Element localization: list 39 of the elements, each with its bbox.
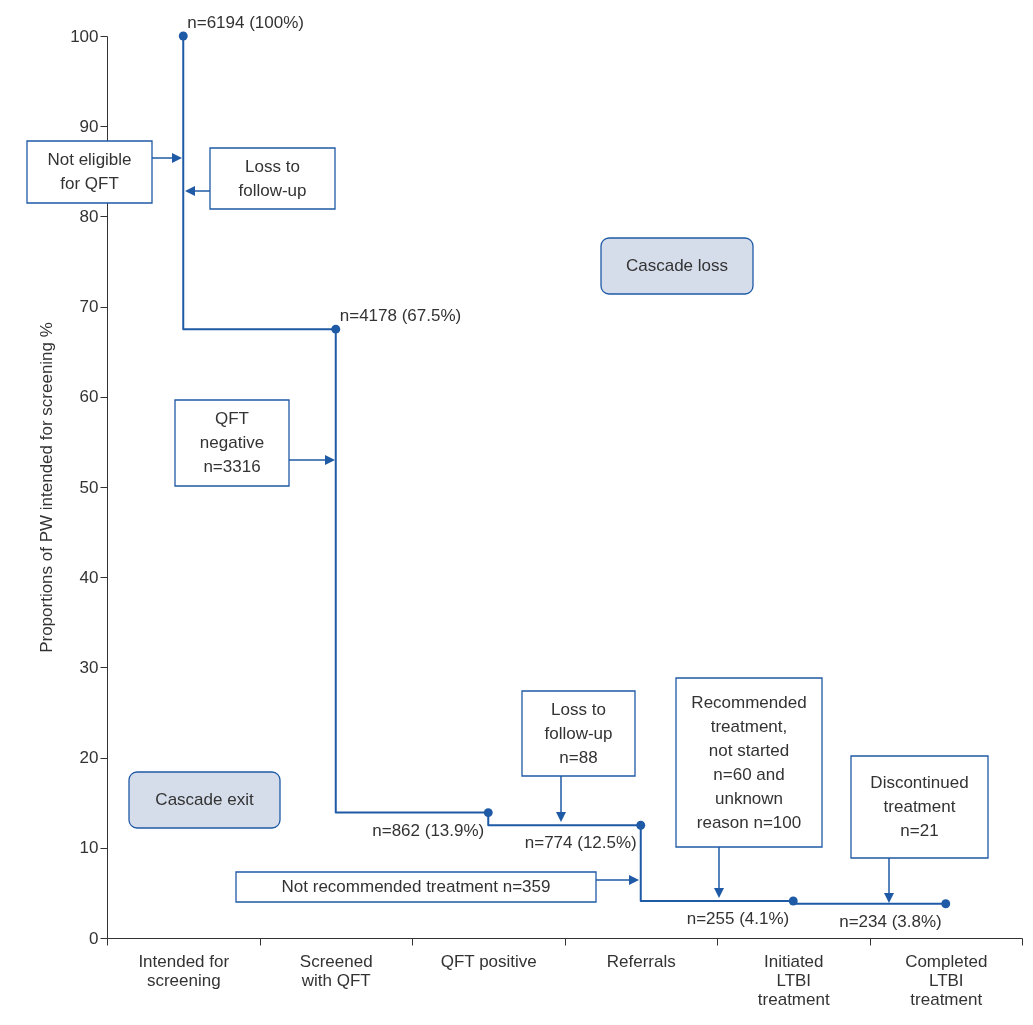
point <box>941 899 951 909</box>
x-tick-label: Initiated LTBI treatment <box>757 951 830 1009</box>
x-tick-label: Screened with QFT <box>299 951 373 990</box>
point <box>178 31 188 41</box>
annotation: Loss to follow-up <box>238 156 307 200</box>
annotation: Loss to follow-up n=88 <box>544 699 613 767</box>
y-tick-label: 90 <box>79 116 99 136</box>
y-tick-label: 50 <box>79 477 99 497</box>
annotation: Discontinued treatment n=21 <box>870 773 969 840</box>
point <box>483 808 493 818</box>
data-label: n=255 (4.1%) <box>686 909 790 929</box>
y-tick-label: 0 <box>89 928 99 948</box>
y-tick-label: 10 <box>79 838 99 858</box>
x-tick-label: QFT positive <box>440 951 537 971</box>
data-label: n=4178 (67.5%) <box>339 306 462 326</box>
y-tick-label: 30 <box>79 657 99 677</box>
annotation: Recommended treatment, not started n=60 and unknown reason n=100 <box>691 692 807 832</box>
y-tick-label: 70 <box>79 297 99 317</box>
annotation: QFT negative n=3316 <box>199 409 265 476</box>
x-tick-label: Completed LTBI treatment <box>905 951 988 1009</box>
data-label: n=234 (3.8%) <box>839 911 942 931</box>
annotation: Cascade loss <box>625 256 729 275</box>
y-tick-label: 20 <box>79 748 99 768</box>
x-tick-label: Intended for screening <box>138 951 230 990</box>
y-tick-label: 40 <box>79 567 99 587</box>
x-tick-label: Referrals <box>606 951 676 971</box>
annotation: Not recommended treatment n=359 <box>281 877 551 896</box>
y-tick-label: 100 <box>70 26 99 46</box>
y-tick-label: 60 <box>79 387 99 407</box>
point <box>788 896 798 906</box>
data-label: n=862 (13.9%) <box>372 820 485 840</box>
point <box>636 820 646 830</box>
y-tick-label: 80 <box>79 206 99 226</box>
data-label: n=774 (12.5%) <box>524 833 637 853</box>
point <box>331 324 341 334</box>
y-axis-title: Proportions of PW intended for screening % <box>37 322 57 653</box>
data-label: n=6194 (100%) <box>187 13 304 32</box>
annotation: Not eligible for QFT <box>47 150 132 193</box>
annotation: Cascade exit <box>155 790 254 809</box>
